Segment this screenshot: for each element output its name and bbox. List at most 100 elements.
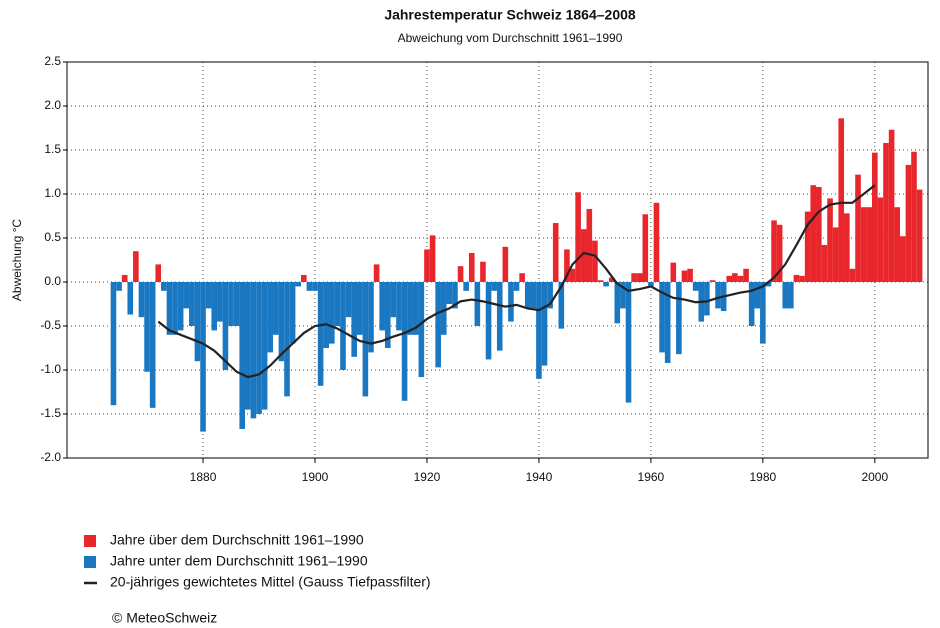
bar — [435, 282, 441, 368]
bar — [384, 282, 391, 348]
bar — [312, 282, 318, 291]
bar — [564, 249, 570, 282]
credit: © MeteoSchweiz — [112, 610, 217, 626]
bar — [144, 282, 150, 372]
bar — [340, 282, 346, 370]
bar — [905, 164, 912, 282]
bar — [888, 129, 895, 282]
bar — [916, 189, 923, 282]
legend-label: 20-jähriges gewichtetes Mittel (Gauss Ti… — [110, 574, 431, 590]
x-tick-label: 1900 — [302, 470, 329, 484]
bar — [625, 282, 632, 403]
bar — [407, 282, 413, 335]
bar — [228, 282, 234, 326]
y-tick-label: 1.0 — [44, 186, 61, 200]
bar — [776, 224, 783, 282]
bar — [715, 282, 721, 309]
bar — [418, 282, 425, 378]
bar — [592, 240, 598, 282]
bar — [513, 282, 520, 291]
y-tick-label: 0.5 — [44, 230, 61, 244]
bar — [485, 282, 492, 360]
bar — [245, 282, 251, 410]
bar — [771, 220, 777, 282]
legend-label: Jahre über dem Durchschnitt 1961–1990 — [110, 532, 364, 548]
bar — [250, 282, 257, 419]
bar — [273, 282, 279, 335]
bar — [866, 207, 873, 282]
bar — [614, 282, 621, 324]
y-tick-label: -1.0 — [40, 362, 61, 376]
bar — [491, 282, 497, 291]
bar — [284, 282, 290, 397]
bar — [849, 268, 856, 282]
bar — [373, 264, 380, 282]
bar — [681, 270, 688, 282]
y-tick-label: -0.5 — [40, 318, 61, 332]
bar — [799, 275, 805, 282]
bar — [166, 282, 173, 335]
chart-title: Jahrestemperatur Schweiz 1864–2008 — [384, 7, 636, 23]
y-tick-label: -1.5 — [40, 406, 61, 420]
bar — [810, 185, 817, 282]
bar — [194, 282, 201, 362]
bar — [524, 282, 531, 309]
bar — [737, 275, 744, 282]
bar — [816, 186, 822, 282]
bar — [183, 282, 190, 309]
bar — [446, 282, 453, 304]
bar — [233, 282, 240, 326]
bar — [631, 273, 637, 282]
bar — [480, 261, 486, 282]
x-tick-label: 1920 — [414, 470, 441, 484]
bar — [838, 118, 845, 282]
plot-frame — [66, 61, 929, 459]
bar — [189, 282, 195, 326]
bar — [900, 236, 906, 282]
y-tick-label: -2.0 — [40, 450, 61, 464]
bar — [295, 282, 302, 287]
bar — [463, 282, 469, 291]
bar — [642, 214, 649, 282]
bar — [356, 282, 363, 335]
bar — [222, 282, 229, 370]
bar — [558, 282, 565, 329]
bar — [256, 282, 262, 414]
bar — [519, 273, 525, 282]
bar — [821, 245, 828, 282]
bar — [133, 251, 139, 282]
bar — [569, 268, 576, 282]
bar — [496, 282, 503, 351]
bar — [670, 262, 677, 282]
bar — [653, 202, 660, 282]
bar — [911, 151, 917, 282]
bar — [664, 282, 671, 363]
bar — [138, 282, 145, 318]
bar — [872, 152, 878, 282]
bar — [200, 282, 206, 432]
bar — [474, 282, 481, 326]
bar — [877, 197, 884, 282]
bar — [765, 282, 772, 287]
bar — [748, 282, 755, 326]
bar — [278, 282, 285, 362]
bar — [323, 282, 329, 348]
bar — [597, 280, 604, 282]
chart-subtitle: Abweichung vom Durchschnitt 1961–1990 — [398, 31, 623, 45]
bar — [541, 282, 548, 366]
bar — [267, 282, 274, 353]
bar — [127, 282, 134, 315]
bar — [412, 282, 419, 335]
bar — [676, 282, 682, 355]
bar — [547, 282, 553, 309]
bar — [687, 268, 693, 282]
bar — [289, 282, 296, 344]
bar — [424, 249, 430, 282]
bar — [429, 235, 436, 282]
y-tick-label: 1.5 — [44, 142, 61, 156]
x-tick-label: 1880 — [190, 470, 217, 484]
bar — [172, 282, 178, 335]
bar — [149, 282, 156, 408]
legend-label: Jahre unter dem Durchschnitt 1961–1990 — [110, 553, 368, 569]
bar — [155, 264, 162, 282]
